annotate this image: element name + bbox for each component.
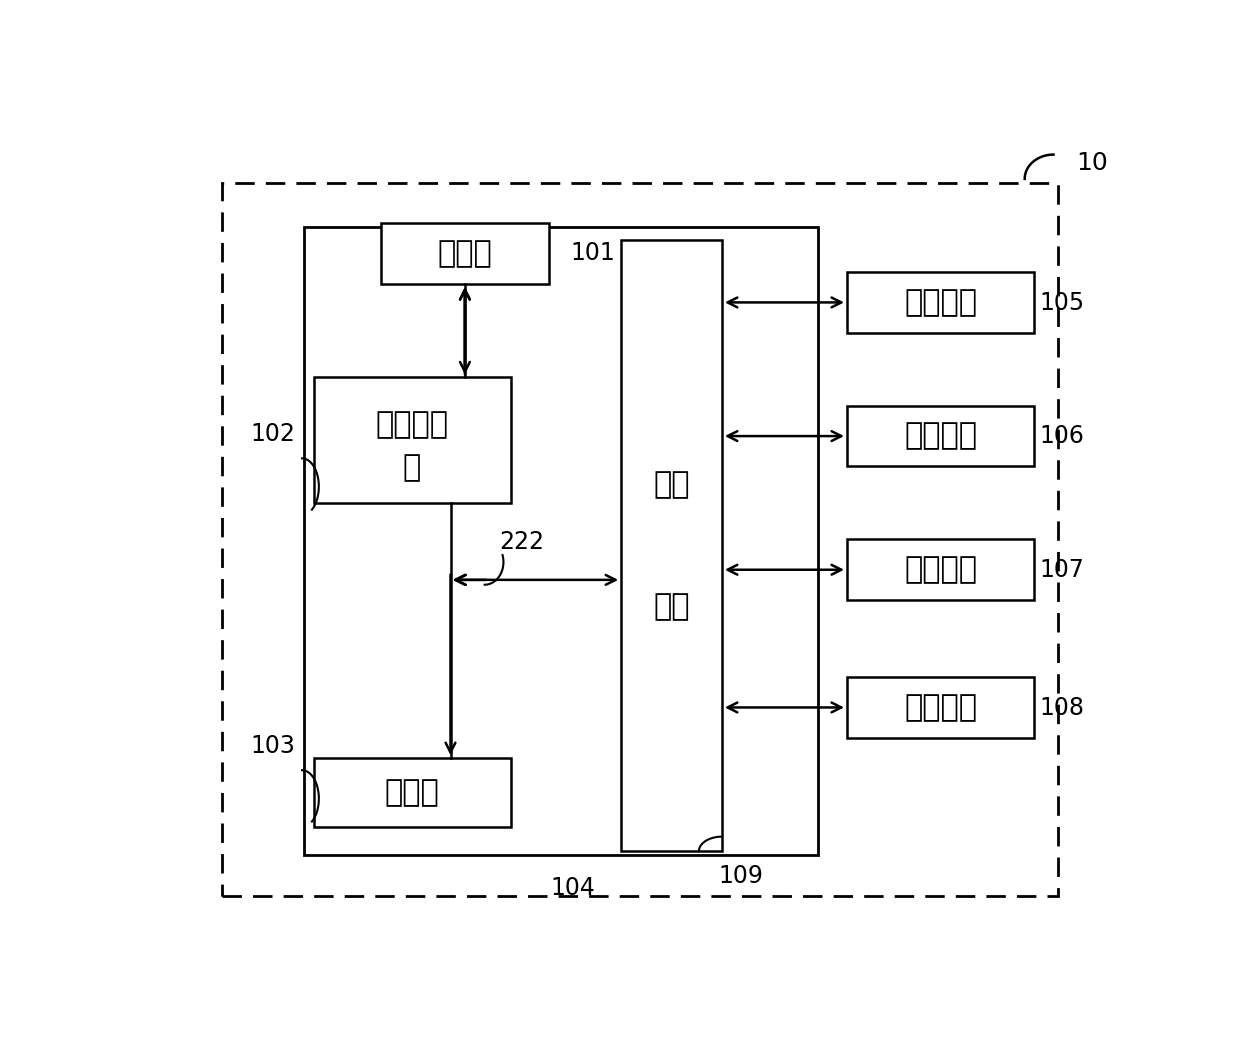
Text: 按键模块: 按键模块 [904, 422, 977, 450]
Bar [847, 677, 1034, 737]
Text: 105: 105 [1039, 290, 1084, 315]
Text: 222: 222 [498, 530, 544, 553]
Text: 108: 108 [1039, 695, 1084, 720]
Text: 存储器: 存储器 [438, 239, 492, 268]
Bar [304, 227, 818, 855]
Text: 107: 107 [1039, 559, 1084, 582]
Bar [314, 758, 511, 827]
Text: 102: 102 [250, 422, 295, 446]
Text: 处理器: 处理器 [384, 778, 439, 807]
Text: 109: 109 [719, 864, 764, 888]
Bar [381, 223, 549, 284]
Bar [847, 540, 1034, 600]
Bar [314, 378, 511, 503]
Bar [621, 240, 722, 851]
Text: 触控屏幕: 触控屏幕 [904, 693, 977, 722]
Text: 接口: 接口 [653, 592, 689, 621]
Bar [222, 183, 1058, 896]
Text: 101: 101 [570, 241, 615, 265]
Text: 音频模块: 音频模块 [904, 555, 977, 584]
Text: 射频模块: 射频模块 [904, 288, 977, 317]
Bar [847, 272, 1034, 332]
Text: 106: 106 [1039, 425, 1084, 448]
Text: 104: 104 [551, 875, 595, 899]
Text: 外设: 外设 [653, 470, 689, 499]
Text: 10: 10 [1076, 150, 1107, 175]
Text: 103: 103 [250, 734, 295, 757]
Bar [847, 406, 1034, 466]
Text: 存储控制: 存储控制 [376, 410, 449, 440]
Text: 器: 器 [403, 453, 422, 482]
